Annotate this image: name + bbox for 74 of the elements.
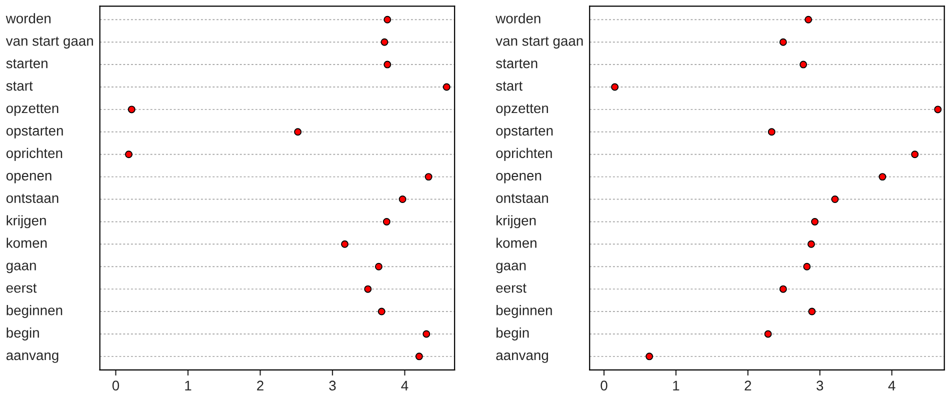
point xyxy=(398,196,406,203)
y-tick-label: starten xyxy=(496,59,538,68)
point xyxy=(128,106,136,114)
y-tick-label: opzetten xyxy=(6,104,58,116)
y-tick-label: openen xyxy=(6,172,52,184)
x-tick-label: 1 xyxy=(185,380,192,390)
point xyxy=(378,308,386,316)
y-tick-label: openen xyxy=(496,172,542,184)
y-tick-label: eerst xyxy=(496,284,526,293)
y-tick-label: begin xyxy=(6,328,39,340)
point xyxy=(808,308,816,316)
y-tick-label: worden xyxy=(6,13,51,24)
y-tick-label: krijgen xyxy=(6,215,46,228)
y-tick-label: beginnen xyxy=(496,305,552,318)
point xyxy=(422,330,430,338)
point xyxy=(911,150,919,158)
y-tick-label: aanvang xyxy=(6,352,58,363)
point xyxy=(831,196,839,203)
point xyxy=(779,285,787,293)
y-tick-label: oprichten xyxy=(496,148,552,161)
point xyxy=(611,83,619,91)
x-tick-label: 4 xyxy=(888,380,896,390)
y-tick-label: komen xyxy=(6,238,47,248)
y-tick-label: ontstaan xyxy=(6,194,58,203)
y-tick-label: eerst xyxy=(6,284,37,293)
point xyxy=(442,83,450,91)
y-tick-label: start xyxy=(6,82,33,91)
y-tick-label: opstarten xyxy=(6,126,63,138)
x-tick-label: 2 xyxy=(744,380,752,390)
point xyxy=(380,38,388,46)
point xyxy=(811,218,819,226)
point xyxy=(374,262,382,270)
point xyxy=(415,352,423,360)
point xyxy=(294,128,302,136)
y-tick-label: start xyxy=(496,82,523,91)
x-tick-label: 3 xyxy=(329,380,336,391)
y-tick-label: aanvang xyxy=(496,352,548,363)
x-tick-label: 3 xyxy=(816,380,824,391)
y-tick-label: starten xyxy=(6,59,48,68)
y-tick-label: van start gaan xyxy=(6,36,93,49)
y-tick-label: begin xyxy=(496,328,529,340)
point xyxy=(384,16,392,24)
point xyxy=(646,352,654,360)
point xyxy=(382,218,390,226)
y-tick-label: opzetten xyxy=(496,104,548,116)
point xyxy=(424,173,432,181)
y-tick-label: beginnen xyxy=(6,305,62,318)
point xyxy=(779,38,787,46)
y-tick-label: opstarten xyxy=(496,126,553,138)
y-tick-label: worden xyxy=(496,13,540,24)
y-tick-label: gaan xyxy=(6,262,36,274)
y-tick-label: gaan xyxy=(496,262,526,274)
point xyxy=(364,285,372,293)
y-tick-label: oprichten xyxy=(6,148,62,161)
point xyxy=(384,60,392,68)
x-tick-label: 1 xyxy=(673,380,680,390)
point xyxy=(768,128,776,136)
point xyxy=(125,150,132,158)
y-tick-label: ontstaan xyxy=(496,194,548,203)
x-tick-label: 2 xyxy=(257,380,264,390)
y-tick-label: van start gaan xyxy=(496,36,583,49)
point xyxy=(800,60,808,68)
point xyxy=(803,262,811,270)
y-tick-label: komen xyxy=(496,238,536,248)
y-tick-label: krijgen xyxy=(496,215,536,228)
x-tick-label: 4 xyxy=(401,380,408,390)
point xyxy=(341,240,349,248)
point xyxy=(764,330,772,338)
x-tick-label: 0 xyxy=(112,380,120,391)
point xyxy=(878,173,886,181)
point xyxy=(934,106,942,114)
x-tick-label: 0 xyxy=(600,380,608,391)
point xyxy=(804,16,812,24)
point xyxy=(807,240,815,248)
